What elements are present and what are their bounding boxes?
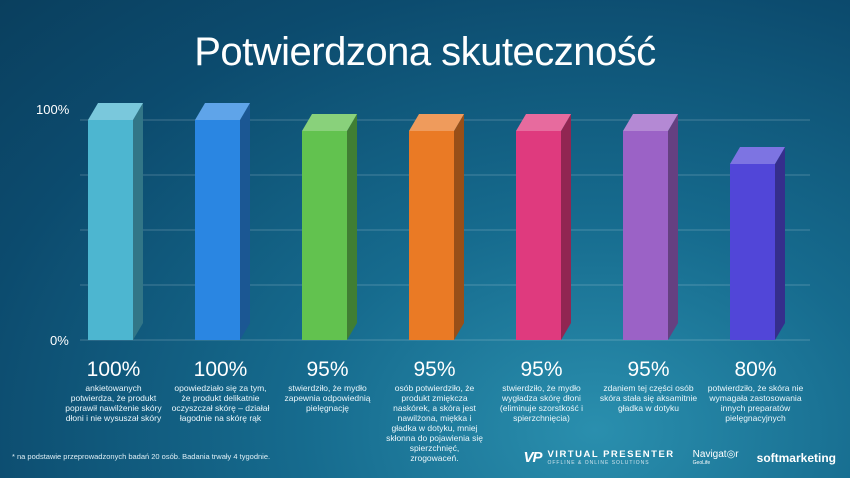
bar-value-label: 100%	[86, 358, 141, 381]
bar	[409, 114, 464, 340]
navigator-logo: Navigat◎r GeoLife	[693, 449, 739, 466]
bar	[195, 103, 250, 340]
bar-top	[516, 114, 571, 131]
bar-value-label: 80%	[734, 358, 777, 381]
bar-top	[623, 114, 678, 131]
bar-side	[561, 114, 571, 340]
bar	[623, 114, 678, 340]
bar-description: stwierdziło, że mydło zapewnia odpowiedn…	[284, 383, 371, 413]
bar-description: ankietowanych potwierdza, że produkt pop…	[65, 383, 162, 423]
footnote: * na podstawie przeprowadzonych badań 20…	[12, 452, 271, 461]
y-tick-label-top: 100%	[36, 102, 70, 117]
vp-tagline: OFFLINE & ONLINE SOLUTIONS	[547, 460, 650, 466]
bar-front	[409, 131, 454, 340]
bar-top	[302, 114, 357, 131]
vp-mark: VP	[523, 449, 542, 466]
bar-description: zdaniem tej części osób skóra stała się …	[599, 383, 698, 413]
bar	[302, 114, 357, 340]
bar-side	[347, 114, 357, 340]
bar-front	[730, 164, 775, 340]
bar-description: potwierdziło, że skóra nie wymagała zast…	[707, 383, 804, 423]
bar	[88, 103, 143, 340]
bar-side	[454, 114, 464, 340]
logo-row: VP VIRTUAL PRESENTER OFFLINE & ONLINE SO…	[523, 449, 836, 466]
bar-top	[88, 103, 143, 120]
bar-side	[775, 147, 785, 340]
bar	[730, 147, 785, 340]
bar-value-label: 95%	[520, 358, 563, 381]
bar-front	[88, 120, 133, 340]
bar-front	[302, 131, 347, 340]
bar-description: osób potwierdziło, że produkt zmiękcza n…	[386, 383, 483, 463]
navigator-sub: GeoLife	[692, 460, 711, 466]
bar-description: stwierdziło, że mydło wygładza skórę dło…	[499, 383, 584, 423]
bar-value-label: 95%	[306, 358, 349, 381]
bar-top	[195, 103, 250, 120]
bar-top	[730, 147, 785, 164]
navigator-name: Navigat◎r	[692, 449, 739, 460]
bar	[516, 114, 571, 340]
bar-side	[240, 103, 250, 340]
vp-name: VIRTUAL PRESENTER	[547, 449, 675, 460]
bar-front	[516, 131, 561, 340]
bar-value-label: 100%	[193, 358, 248, 381]
virtual-presenter-logo: VP VIRTUAL PRESENTER OFFLINE & ONLINE SO…	[523, 449, 674, 466]
y-tick-label-bottom: 0%	[50, 333, 69, 348]
softmarketing-logo: softmarketing	[756, 450, 836, 465]
bar-value-label: 95%	[627, 358, 670, 381]
bar-front	[195, 120, 240, 340]
bar-front	[623, 131, 668, 340]
bar-side	[668, 114, 678, 340]
bar-description: opowiedziało się za tym, że produkt deli…	[171, 383, 270, 423]
bar-top	[409, 114, 464, 131]
bar-value-label: 95%	[413, 358, 456, 381]
page-title: Potwierdzona skuteczność	[194, 30, 656, 74]
bar-side	[133, 103, 143, 340]
bars	[88, 103, 785, 340]
